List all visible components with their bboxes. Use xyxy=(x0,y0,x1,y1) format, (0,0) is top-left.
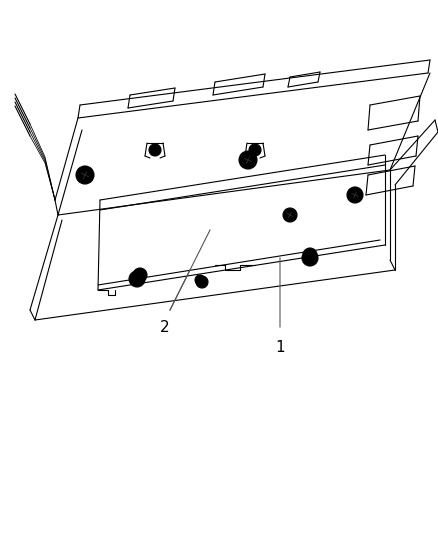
Circle shape xyxy=(347,187,363,203)
Circle shape xyxy=(303,248,317,262)
Circle shape xyxy=(249,144,261,156)
Circle shape xyxy=(196,276,208,288)
Circle shape xyxy=(131,273,139,281)
Circle shape xyxy=(302,250,318,266)
Circle shape xyxy=(198,278,204,284)
Circle shape xyxy=(195,275,205,285)
Circle shape xyxy=(149,144,161,156)
Text: 1: 1 xyxy=(275,340,285,355)
Circle shape xyxy=(244,156,252,165)
Circle shape xyxy=(304,252,312,260)
Circle shape xyxy=(129,271,145,287)
Circle shape xyxy=(286,212,293,219)
Circle shape xyxy=(239,151,257,169)
Circle shape xyxy=(283,208,297,222)
Text: 2: 2 xyxy=(160,320,170,335)
Circle shape xyxy=(351,191,359,199)
Circle shape xyxy=(133,268,147,282)
Circle shape xyxy=(81,171,89,180)
Circle shape xyxy=(76,166,94,184)
